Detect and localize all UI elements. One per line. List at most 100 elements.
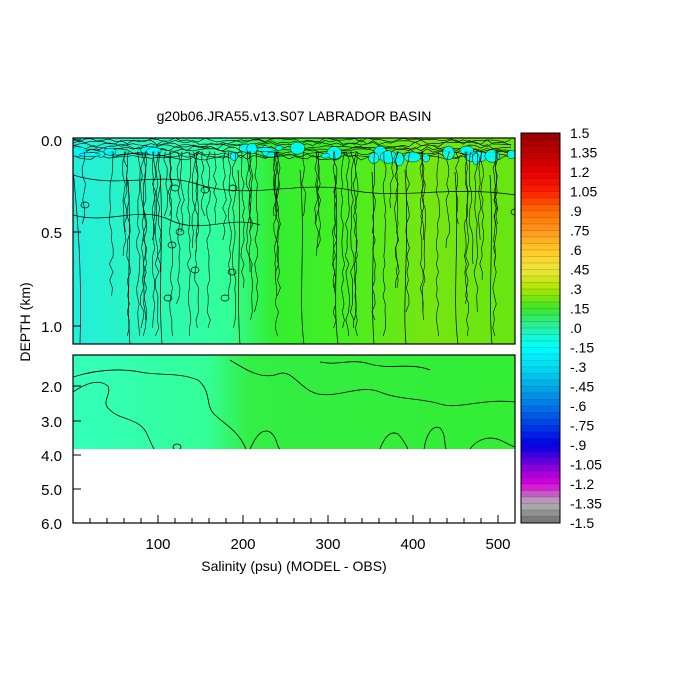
contour-line [463, 151, 469, 305]
y-tick-label: 0.5 [41, 225, 62, 242]
colorbar-band [520, 236, 561, 245]
contour-line [73, 143, 512, 150]
colorbar-band [520, 483, 561, 492]
contour-line [423, 426, 447, 449]
contour-line [168, 151, 173, 337]
colorbar-band [520, 295, 561, 303]
contour-line [319, 361, 431, 371]
colorbar-label: .45 [570, 262, 590, 278]
x-tick: 300 [315, 515, 341, 553]
colorbar-label: 1.2 [570, 164, 590, 180]
colorbar-band [520, 217, 561, 225]
colorbar-band [520, 132, 561, 141]
colorbar-band [520, 230, 561, 238]
y-tick: 4.0 [41, 448, 81, 465]
colorbar-band [520, 275, 561, 284]
colorbar-band [520, 158, 561, 167]
surface-patch [442, 145, 455, 161]
colorbar-band [520, 431, 561, 440]
colorbar-label: .9 [570, 203, 582, 219]
contour-line [379, 432, 409, 449]
colorbar-label: -.75 [570, 418, 594, 434]
colorbar-band [520, 301, 561, 310]
x-tick: 500 [485, 515, 511, 553]
contour-loop [190, 266, 200, 274]
colorbar-band [520, 451, 561, 459]
colorbar-label: .6 [570, 242, 582, 258]
colorbar-band [520, 509, 561, 518]
contour-line [421, 151, 426, 321]
contour-line [493, 151, 498, 265]
y-tick: 1.0 [41, 319, 81, 336]
colorbar-band [520, 249, 561, 258]
contour-line [394, 151, 399, 289]
contour-line [126, 151, 131, 337]
colorbar-band [520, 178, 561, 186]
y-axis: 0.0 0.5 1.0 2.0 3.0 4.0 5.0 6.0 [17, 133, 81, 533]
y-tick-label: 4.0 [41, 448, 62, 465]
contour-line [350, 151, 355, 329]
y-tick-label: 1.0 [41, 319, 62, 336]
colorbar-band [520, 425, 561, 433]
y-tick-label: 6.0 [41, 516, 62, 533]
colorbar-label: -1.35 [570, 496, 602, 512]
contour-line [73, 141, 512, 148]
colorbar-band [520, 444, 561, 453]
contour-line [73, 213, 261, 227]
contour-loop [510, 208, 515, 216]
x-tick: 100 [145, 515, 171, 553]
contour-line [73, 139, 512, 146]
colorbar-label: 1.5 [570, 125, 590, 141]
colorbar-band [520, 412, 561, 420]
contour-line [227, 151, 232, 297]
colorbar-band [520, 379, 561, 388]
contour-line [465, 151, 470, 337]
colorbar-band [520, 490, 561, 498]
surface-patch [289, 141, 306, 155]
contour-line [299, 169, 305, 344]
colorbar-band [520, 405, 561, 414]
contour-line [194, 151, 199, 257]
colorbar-band [520, 282, 561, 290]
colorbar-band [520, 308, 561, 316]
contour-line [477, 151, 482, 241]
colorbar-label: -.9 [570, 437, 587, 453]
colorbar-band [520, 197, 561, 206]
y-tick-label: 5.0 [41, 482, 62, 499]
colorbar-label: .3 [570, 281, 582, 297]
contour-line [201, 151, 206, 217]
colorbar-band [520, 269, 561, 277]
colorbar-label: -1.05 [570, 457, 602, 473]
colorbar-band [520, 418, 561, 427]
lower-panel [72, 354, 516, 524]
colorbar-band [520, 314, 561, 323]
surface-patch [146, 147, 162, 156]
contour-line [73, 369, 247, 449]
colorbar-band [520, 373, 561, 381]
contour-line [371, 151, 376, 321]
colorbar-label: 1.35 [570, 145, 597, 161]
contour-line [469, 437, 515, 449]
colorbar-label: -.45 [570, 379, 594, 395]
y-tick: 5.0 [41, 482, 81, 499]
contour-line [237, 169, 241, 344]
y-axis-label: DEPTH (km) [17, 282, 33, 361]
contour-line [127, 179, 131, 344]
colorbar-band [520, 171, 561, 180]
colorbar-band [520, 152, 561, 160]
x-tick-label: 100 [145, 536, 170, 553]
colorbar-label: -.6 [570, 398, 587, 414]
contour-line [229, 359, 515, 407]
surface-patch [472, 152, 480, 166]
contour-line [73, 148, 511, 154]
contour-line [142, 151, 148, 337]
contour-line [157, 151, 162, 273]
contour-line [152, 151, 157, 241]
colorbar-band [520, 464, 561, 472]
colorbar-band [520, 477, 561, 485]
contour-line [468, 151, 474, 265]
contour-line [334, 174, 339, 344]
contour-line [73, 174, 515, 196]
contour-line [473, 151, 479, 313]
contour-line [73, 169, 81, 344]
